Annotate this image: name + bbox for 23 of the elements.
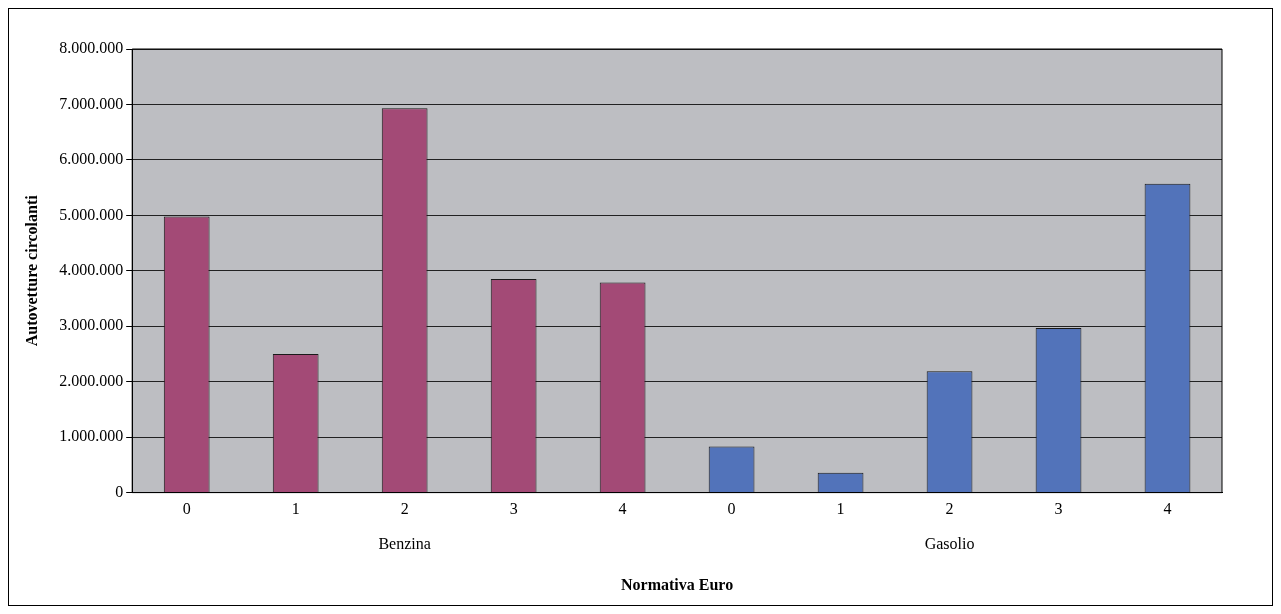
x-axis-title: Normativa Euro bbox=[621, 575, 734, 593]
x-tick-label: 3 bbox=[1054, 500, 1063, 518]
text: Gasolio bbox=[924, 534, 975, 552]
y-tick-label: 0 bbox=[115, 482, 124, 500]
y-tick-label: 1.000.000 bbox=[59, 427, 124, 445]
x-tick-label: 1 bbox=[291, 500, 300, 518]
x-tick-label: 2 bbox=[400, 500, 409, 518]
y-tick-label: 8.000.000 bbox=[59, 39, 124, 57]
y-tick-label: 7.000.000 bbox=[59, 94, 124, 112]
x-tick-label: 4 bbox=[618, 500, 627, 518]
y-axis-title: Autovetture circolanti bbox=[22, 194, 40, 347]
y-tick-label: 5.000.000 bbox=[59, 205, 124, 223]
x-tick-label: 1 bbox=[836, 500, 845, 518]
y-tick-label: 3.000.000 bbox=[59, 316, 124, 334]
text: Benzina bbox=[378, 534, 431, 552]
x-tick-label: 0 bbox=[727, 500, 736, 518]
x-tick-label: 4 bbox=[1163, 500, 1172, 518]
x-tick-label: 3 bbox=[509, 500, 518, 518]
x-tick-label: 0 bbox=[182, 500, 191, 518]
y-tick-label: 4.000.000 bbox=[59, 261, 124, 278]
y-tick-label: 2.000.000 bbox=[59, 371, 124, 389]
y-tick-label: 6.000.000 bbox=[59, 150, 124, 168]
x-tick-label: 2 bbox=[945, 500, 954, 518]
